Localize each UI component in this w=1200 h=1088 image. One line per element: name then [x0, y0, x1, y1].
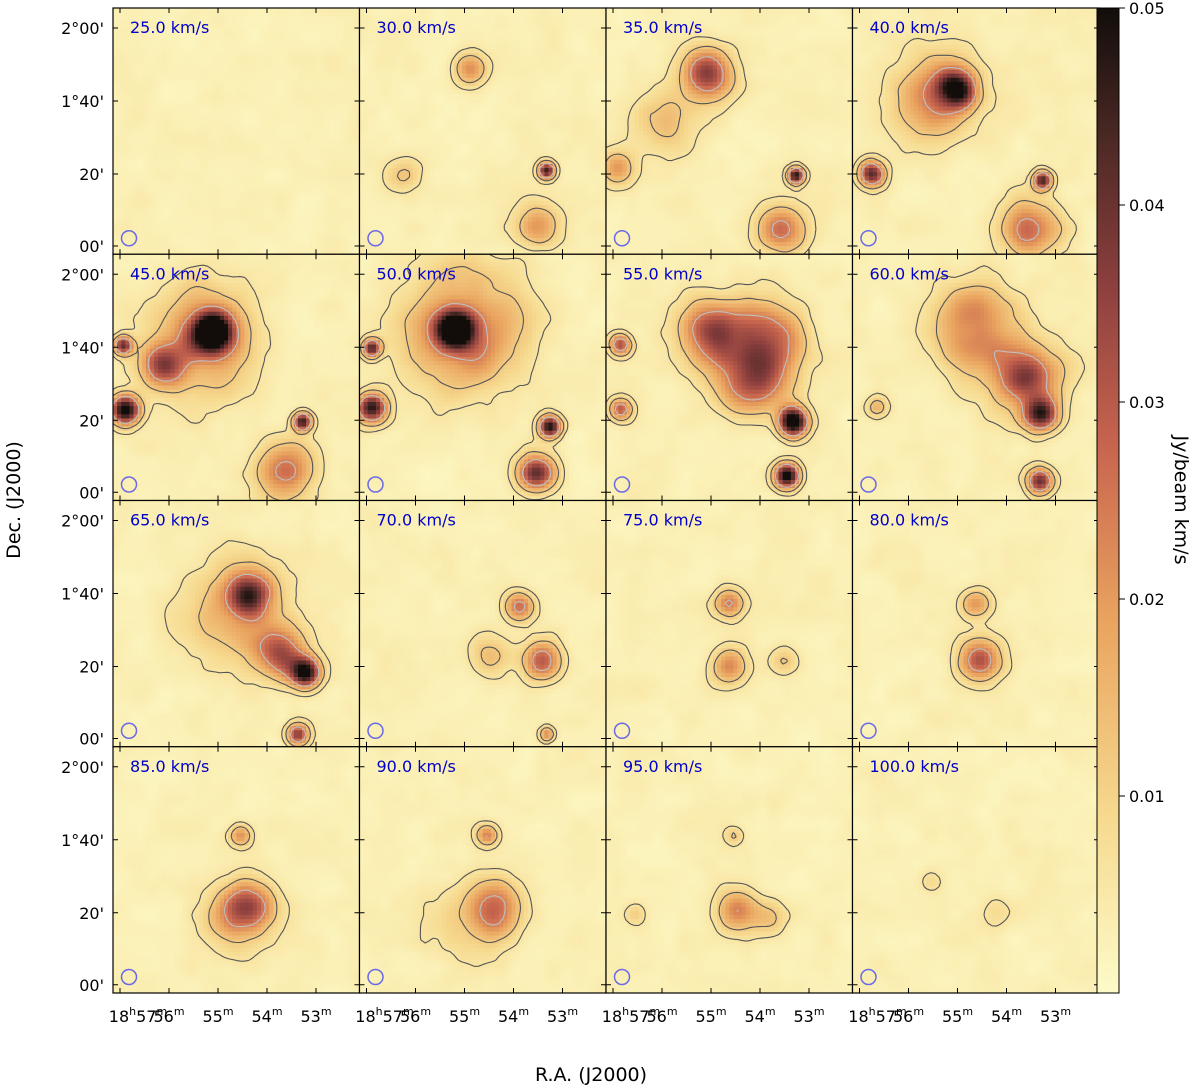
y-tick-label: 2°00' — [61, 758, 104, 777]
colorbar-tick-label: 0.05 — [1129, 0, 1165, 18]
channel-panel: 100.0 km/s — [853, 747, 1100, 994]
y-tick-label: 2°00' — [61, 265, 104, 284]
y-axis-label: Dec. (J2000) — [3, 441, 25, 559]
channel-panel: 45.0 km/s — [113, 254, 360, 501]
y-tick-label: 00' — [79, 237, 104, 256]
velocity-label: 35.0 km/s — [623, 18, 702, 37]
x-tick-label: 55m — [942, 1005, 973, 1026]
x-tick-label: 56m — [893, 1005, 924, 1026]
velocity-label: 40.0 km/s — [870, 18, 949, 37]
channel-panel: 50.0 km/s — [360, 254, 607, 501]
colorbar-tick-label: 0.03 — [1129, 393, 1165, 412]
channel-panel: 35.0 km/s — [606, 8, 853, 255]
y-tick-label: 20' — [79, 411, 104, 430]
y-tick-label: 00' — [79, 730, 104, 749]
colorbar-gradient — [1097, 8, 1119, 993]
y-tick-label: 20' — [79, 658, 104, 677]
velocity-label: 80.0 km/s — [870, 511, 949, 530]
x-tick-label: 53m — [793, 1005, 824, 1026]
velocity-label: 25.0 km/s — [130, 18, 209, 37]
x-tick-label: 53m — [1040, 1005, 1071, 1026]
velocity-label: 65.0 km/s — [130, 511, 209, 530]
intensity-map — [853, 8, 1100, 255]
intensity-map — [853, 501, 1100, 748]
velocity-label: 85.0 km/s — [130, 757, 209, 776]
colorbar-tick-label: 0.01 — [1129, 787, 1165, 806]
channel-panel: 65.0 km/s — [113, 501, 360, 748]
y-tick-label: 1°40' — [61, 338, 104, 357]
intensity-map — [113, 747, 360, 994]
velocity-label: 90.0 km/s — [377, 757, 456, 776]
intensity-map — [113, 254, 360, 501]
velocity-label: 30.0 km/s — [377, 18, 456, 37]
x-tick-label: 55m — [202, 1005, 233, 1026]
colorbar-label: Jy/beam km/s — [1170, 434, 1192, 564]
channel-panel: 90.0 km/s — [360, 747, 607, 994]
channel-panel: 70.0 km/s — [360, 501, 607, 748]
intensity-map — [360, 8, 607, 255]
panel-grid: 25.0 km/s 30.0 km/s 35.0 km/s 40.0 km/s 45.0… — [113, 8, 1099, 993]
y-tick-label: 1°40' — [61, 831, 104, 850]
y-tick-label: 1°40' — [61, 585, 104, 604]
y-tick-labels: 2°00' 1°40' 20' 00' 2°00' 1°40' 20' 00' 2°00' 1°4… — [61, 19, 104, 995]
velocity-label: 95.0 km/s — [623, 757, 702, 776]
x-tick-label: 53m — [547, 1005, 578, 1026]
colorbar-ticks: 0.01 0.02 0.03 0.04 0.05 — [1119, 0, 1165, 806]
y-tick-label: 2°00' — [61, 19, 104, 38]
channel-panel: 75.0 km/s — [606, 501, 853, 748]
intensity-map — [113, 8, 360, 255]
channel-panel: 80.0 km/s — [853, 501, 1100, 748]
x-tick-label: 54m — [744, 1005, 775, 1026]
velocity-label: 70.0 km/s — [377, 511, 456, 530]
channel-panel: 55.0 km/s — [606, 254, 853, 501]
velocity-label: 100.0 km/s — [870, 757, 959, 776]
colorbar: 0.01 0.02 0.03 0.04 0.05 — [1097, 0, 1165, 993]
channel-panel: 60.0 km/s — [853, 254, 1100, 501]
channel-panel: 85.0 km/s — [113, 747, 360, 994]
velocity-label: 45.0 km/s — [130, 264, 209, 283]
velocity-label: 75.0 km/s — [623, 511, 702, 530]
intensity-map — [360, 501, 607, 748]
channel-panel: 25.0 km/s — [113, 8, 360, 255]
colorbar-tick-label: 0.02 — [1129, 590, 1165, 609]
intensity-map — [360, 747, 607, 994]
intensity-map — [360, 254, 607, 501]
x-tick-label: 56m — [400, 1005, 431, 1026]
x-tick-label: 53m — [300, 1005, 331, 1026]
channel-panel: 40.0 km/s — [853, 8, 1100, 255]
channel-panel: 95.0 km/s — [606, 747, 853, 994]
y-tick-label: 20' — [79, 165, 104, 184]
x-tick-label: 55m — [695, 1005, 726, 1026]
intensity-map — [606, 747, 853, 994]
intensity-map — [853, 747, 1100, 994]
x-tick-label: 56m — [646, 1005, 677, 1026]
y-tick-label: 20' — [79, 904, 104, 923]
x-tick-label: 54m — [991, 1005, 1022, 1026]
intensity-map — [606, 254, 853, 501]
y-tick-label: 00' — [79, 483, 104, 502]
velocity-label: 50.0 km/s — [377, 264, 456, 283]
colorbar-tick-label: 0.04 — [1129, 196, 1165, 215]
channel-panel: 30.0 km/s — [360, 8, 607, 255]
x-tick-label: 55m — [449, 1005, 480, 1026]
velocity-label: 55.0 km/s — [623, 264, 702, 283]
intensity-map — [606, 8, 853, 255]
y-tick-label: 00' — [79, 976, 104, 995]
velocity-label: 60.0 km/s — [870, 264, 949, 283]
y-tick-label: 1°40' — [61, 92, 104, 111]
intensity-map — [113, 501, 360, 748]
y-tick-label: 2°00' — [61, 512, 104, 531]
x-tick-label: 56m — [153, 1005, 184, 1026]
x-tick-label: 54m — [251, 1005, 282, 1026]
x-axis-label: R.A. (J2000) — [535, 1064, 647, 1086]
x-tick-label: 54m — [498, 1005, 529, 1026]
